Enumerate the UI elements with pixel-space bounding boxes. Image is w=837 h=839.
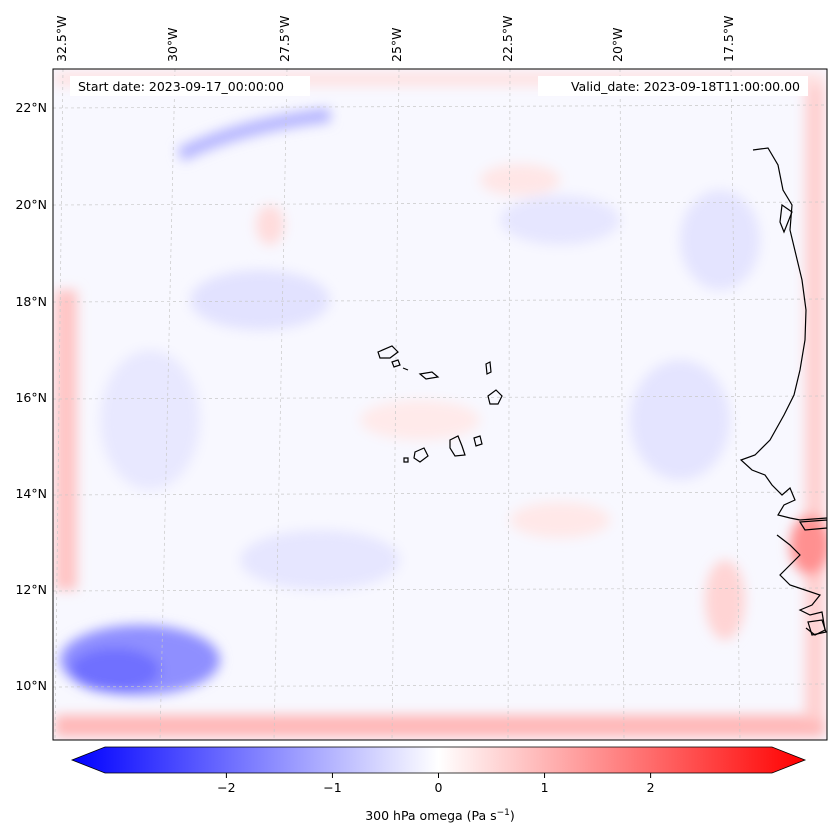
lat-label: 12°N (15, 582, 47, 597)
colorbar-tick-label: 0 (435, 780, 443, 795)
colorbar-tick-label: 2 (647, 780, 655, 795)
lat-label: 10°N (15, 678, 47, 693)
map-panel: Start date: 2023-09-17_00:00:00 Valid_da… (52, 68, 828, 741)
lat-label: 22°N (15, 100, 47, 115)
island (473, 435, 483, 447)
coastline-detail (798, 519, 827, 531)
colorbar: −2 −1 0 1 2 300 hPa omega (Pa s−1) (70, 746, 807, 823)
colorbar-ticks: −2 −1 0 1 2 (217, 773, 655, 795)
island (449, 435, 466, 457)
lon-label: 20°W (610, 27, 625, 62)
valid-date-label: Valid_date: 2023-09-18T11:00:00.00 (571, 79, 800, 94)
lon-label: 27.5°W (277, 16, 292, 62)
lon-label: 25°W (389, 27, 404, 62)
lon-label: 17.5°W (721, 16, 736, 62)
colorbar-tick-label: 1 (541, 780, 549, 795)
island (487, 389, 503, 405)
island (391, 359, 401, 368)
island (402, 367, 409, 371)
lat-label: 16°N (15, 390, 47, 405)
lon-label: 22.5°W (500, 16, 515, 62)
colorbar-tick-label: −1 (323, 780, 341, 795)
colorbar-tick-label: −2 (217, 780, 235, 795)
colorbar-body (70, 746, 807, 774)
graticule (53, 69, 827, 740)
start-date-label: Start date: 2023-09-17_00:00:00 (78, 79, 284, 94)
island (413, 447, 429, 463)
lat-label: 14°N (15, 486, 47, 501)
colorbar-label: 300 hPa omega (Pa s−1) (365, 808, 515, 823)
lat-label: 20°N (15, 197, 47, 212)
lon-label: 32.5°W (54, 16, 69, 62)
island (377, 345, 399, 359)
lat-label: 18°N (15, 294, 47, 309)
island (485, 361, 492, 375)
island (418, 371, 440, 380)
coastlines (377, 147, 827, 636)
omega-field (55, 72, 827, 737)
coastline-detail (807, 619, 827, 636)
island (403, 457, 409, 463)
latitude-labels: 22°N 20°N 18°N 16°N 14°N 12°N 10°N (15, 100, 47, 693)
lon-label: 30°W (165, 27, 180, 62)
coastline-detail (779, 203, 793, 234)
longitude-labels: 32.5°W 30°W 27.5°W 25°W 22.5°W 20°W 17.5… (54, 16, 736, 62)
